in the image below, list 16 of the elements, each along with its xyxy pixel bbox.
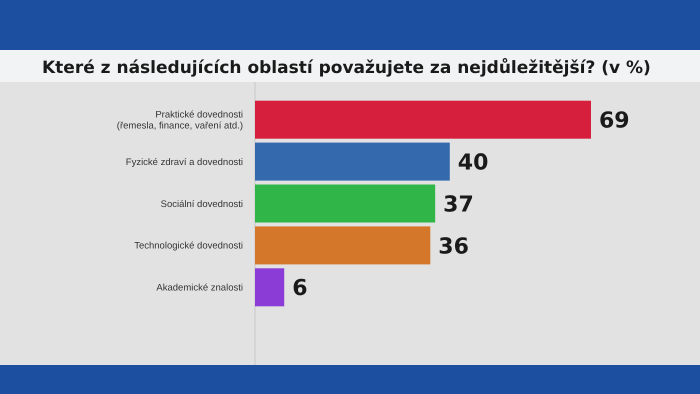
y-tick-label: Sociální dovednosti [160, 198, 243, 210]
data-label: 69 [599, 108, 630, 134]
y-tick-label: Fyzické zdraví a dovednosti [126, 156, 243, 168]
y-tick-label: Technologické dovednosti [134, 240, 243, 252]
data-label: 6 [292, 276, 308, 302]
y-tick-label: Akademické znalosti [156, 282, 243, 294]
chart-title: Které z následujících oblastí považujete za nejdůležitější? (v %) [42, 58, 651, 78]
data-label: 36 [438, 234, 469, 260]
data-label: 40 [458, 150, 488, 176]
bar [255, 142, 450, 181]
bar [255, 184, 436, 222]
bar [255, 268, 284, 306]
data-label: 37 [443, 192, 474, 218]
bar [255, 100, 591, 139]
y-tick-label: Praktické dovednosti (řemesla, finance, vaření atd.) [116, 110, 243, 132]
bar [255, 226, 430, 264]
